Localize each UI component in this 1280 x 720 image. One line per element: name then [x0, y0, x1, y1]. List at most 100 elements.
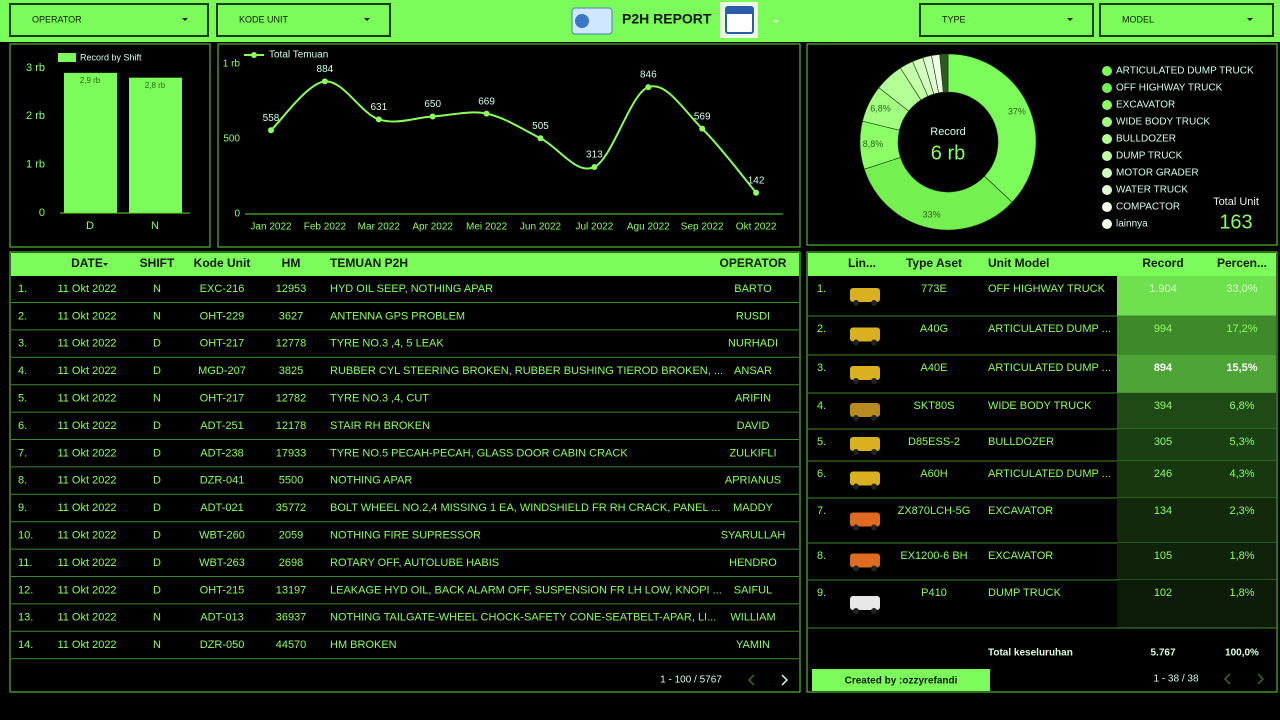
table-cell: 11 Okt 2022 [57, 365, 116, 377]
legend-swatch [58, 53, 76, 62]
total-cell: 5.767 [1150, 648, 1175, 659]
table-cell: 7. [18, 447, 27, 459]
table-cell: ZULKIFLI [729, 447, 776, 459]
line-point [429, 113, 436, 120]
table-cell: N [153, 310, 161, 322]
prev-page[interactable] [747, 674, 755, 686]
slice-label: 37% [1008, 107, 1026, 117]
column-header[interactable]: Lin... [848, 256, 876, 270]
y-tick-label: 0 [234, 209, 240, 220]
column-header[interactable]: Unit Model [988, 256, 1049, 270]
credit: Created by :ozzyrefandi [845, 676, 958, 687]
logo-gear [575, 14, 589, 28]
table-cell: 305 [1154, 436, 1172, 448]
table-cell: HYD OIL SEEP, NOTHING APAR [330, 283, 493, 295]
calendar-top [726, 7, 753, 14]
line-series [270, 80, 757, 194]
next-page[interactable] [1257, 673, 1265, 685]
table-cell: NOTHING FIRE SUPRESSOR [330, 530, 481, 542]
prev-page[interactable] [1223, 673, 1231, 685]
table-cell: 6,8% [1229, 400, 1254, 412]
table-cell: DZR-050 [200, 639, 245, 651]
point-label: 669 [478, 96, 495, 107]
table-cell: YAMIN [736, 639, 770, 651]
next-page[interactable] [781, 674, 789, 686]
legend-label: EXCAVATOR [1116, 100, 1175, 111]
unit-wheel [853, 339, 859, 346]
line-point [375, 116, 382, 123]
filter-dropdown[interactable] [919, 3, 1094, 37]
x-tick-label: Feb 2022 [304, 222, 347, 233]
table-cell: DZR-041 [200, 475, 245, 487]
table-cell: 134 [1154, 505, 1172, 517]
legend-label: lainnya [1116, 219, 1148, 230]
x-tick-label: Mei 2022 [466, 222, 508, 233]
unit-wheel [853, 608, 859, 614]
table-cell: 11 Okt 2022 [57, 420, 116, 432]
legend-label: OFF HIGHWAY TRUCK [1116, 83, 1223, 94]
y-tick-label: 2 rb [26, 110, 45, 122]
legend-label: DUMP TRUCK [1116, 151, 1183, 162]
filter-dropdown[interactable] [216, 3, 391, 37]
table-cell: ARTICULATED DUMP ... [988, 468, 1111, 480]
table-cell: 11 Okt 2022 [57, 557, 116, 569]
column-header[interactable]: HM [282, 256, 301, 270]
table-cell: OHT-215 [200, 584, 245, 596]
table-cell: 11 Okt 2022 [57, 502, 116, 514]
unit-wheel [871, 300, 877, 306]
column-header[interactable]: OPERATOR [720, 256, 787, 270]
unit-wheel [853, 524, 859, 531]
table-cell: 14. [18, 639, 33, 651]
unit-wheel [871, 339, 877, 346]
table-cell: ZX870LCH-5G [898, 505, 971, 517]
unit-wheel [871, 378, 877, 384]
x-tick-label: Sep 2022 [681, 222, 724, 233]
table-cell: HENDRO [729, 557, 777, 569]
column-header[interactable]: Record [1142, 256, 1183, 270]
table-cell: D [153, 584, 161, 596]
table-cell: 10. [18, 530, 33, 542]
filter-dropdown[interactable] [1099, 3, 1274, 37]
table-cell: 11. [18, 557, 32, 569]
column-header[interactable]: Type Aset [906, 256, 962, 270]
line-point [753, 189, 760, 196]
table-cell: LEAKAGE HYD OIL, BACK ALARM OFF, SUSPENS… [330, 584, 722, 596]
table-cell: 1,8% [1229, 550, 1254, 562]
table-cell: 2. [18, 310, 27, 322]
table-cell: MGD-207 [198, 365, 246, 377]
table-cell: 33,0% [1226, 283, 1257, 295]
table-cell: 5500 [279, 475, 303, 487]
column-header[interactable]: Kode Unit [194, 256, 251, 270]
table-cell: EXC-216 [200, 283, 245, 295]
table-cell: 13. [18, 612, 33, 624]
table-cell: 773E [921, 283, 947, 295]
unit-wheel [853, 449, 859, 455]
table-cell: 102 [1154, 587, 1172, 599]
column-header[interactable]: DATE [71, 256, 103, 270]
panel [806, 43, 1278, 246]
donut-center-value: 6 rb [931, 142, 965, 164]
point-label: 505 [532, 121, 549, 132]
table-cell: 3. [18, 338, 27, 350]
table-cell: 2,3% [1229, 505, 1254, 517]
donut-slice [939, 53, 949, 93]
table-header [11, 253, 799, 276]
legend-dot [1102, 151, 1112, 161]
dropdown-arrow [1067, 18, 1073, 21]
legend-dot [1102, 83, 1112, 93]
column-header[interactable]: TEMUAN P2H [330, 256, 408, 270]
table-cell: NOTHING APAR [330, 475, 412, 487]
table-cell: 11 Okt 2022 [57, 475, 116, 487]
x-tick-label: Apr 2022 [412, 222, 453, 233]
table-cell: NOTHING TAILGATE-WHEEL CHOCK-SAFETY CONE… [330, 612, 716, 624]
donut-slice [863, 157, 1013, 231]
column-header[interactable]: Percen... [1217, 256, 1267, 270]
table-cell: WBT-263 [199, 557, 245, 569]
table-cell: A40G [920, 323, 948, 335]
column-header[interactable]: SHIFT [140, 256, 175, 270]
x-tick-label: Jul 2022 [575, 222, 613, 233]
point-label: 569 [694, 111, 711, 122]
filter-dropdown[interactable] [9, 3, 209, 37]
dropdown-arrow [182, 18, 188, 21]
table-cell: 5,3% [1229, 436, 1254, 448]
